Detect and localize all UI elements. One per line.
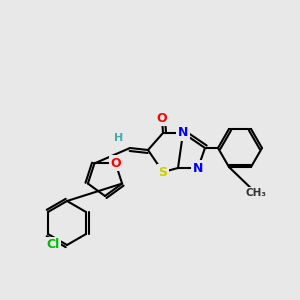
Text: H: H bbox=[114, 133, 124, 143]
Text: O: O bbox=[110, 157, 121, 170]
Text: N: N bbox=[178, 127, 188, 140]
Text: O: O bbox=[157, 112, 167, 124]
Text: S: S bbox=[158, 166, 167, 178]
Text: CH₃: CH₃ bbox=[245, 188, 266, 198]
Text: Cl: Cl bbox=[46, 238, 60, 251]
Text: N: N bbox=[193, 161, 203, 175]
